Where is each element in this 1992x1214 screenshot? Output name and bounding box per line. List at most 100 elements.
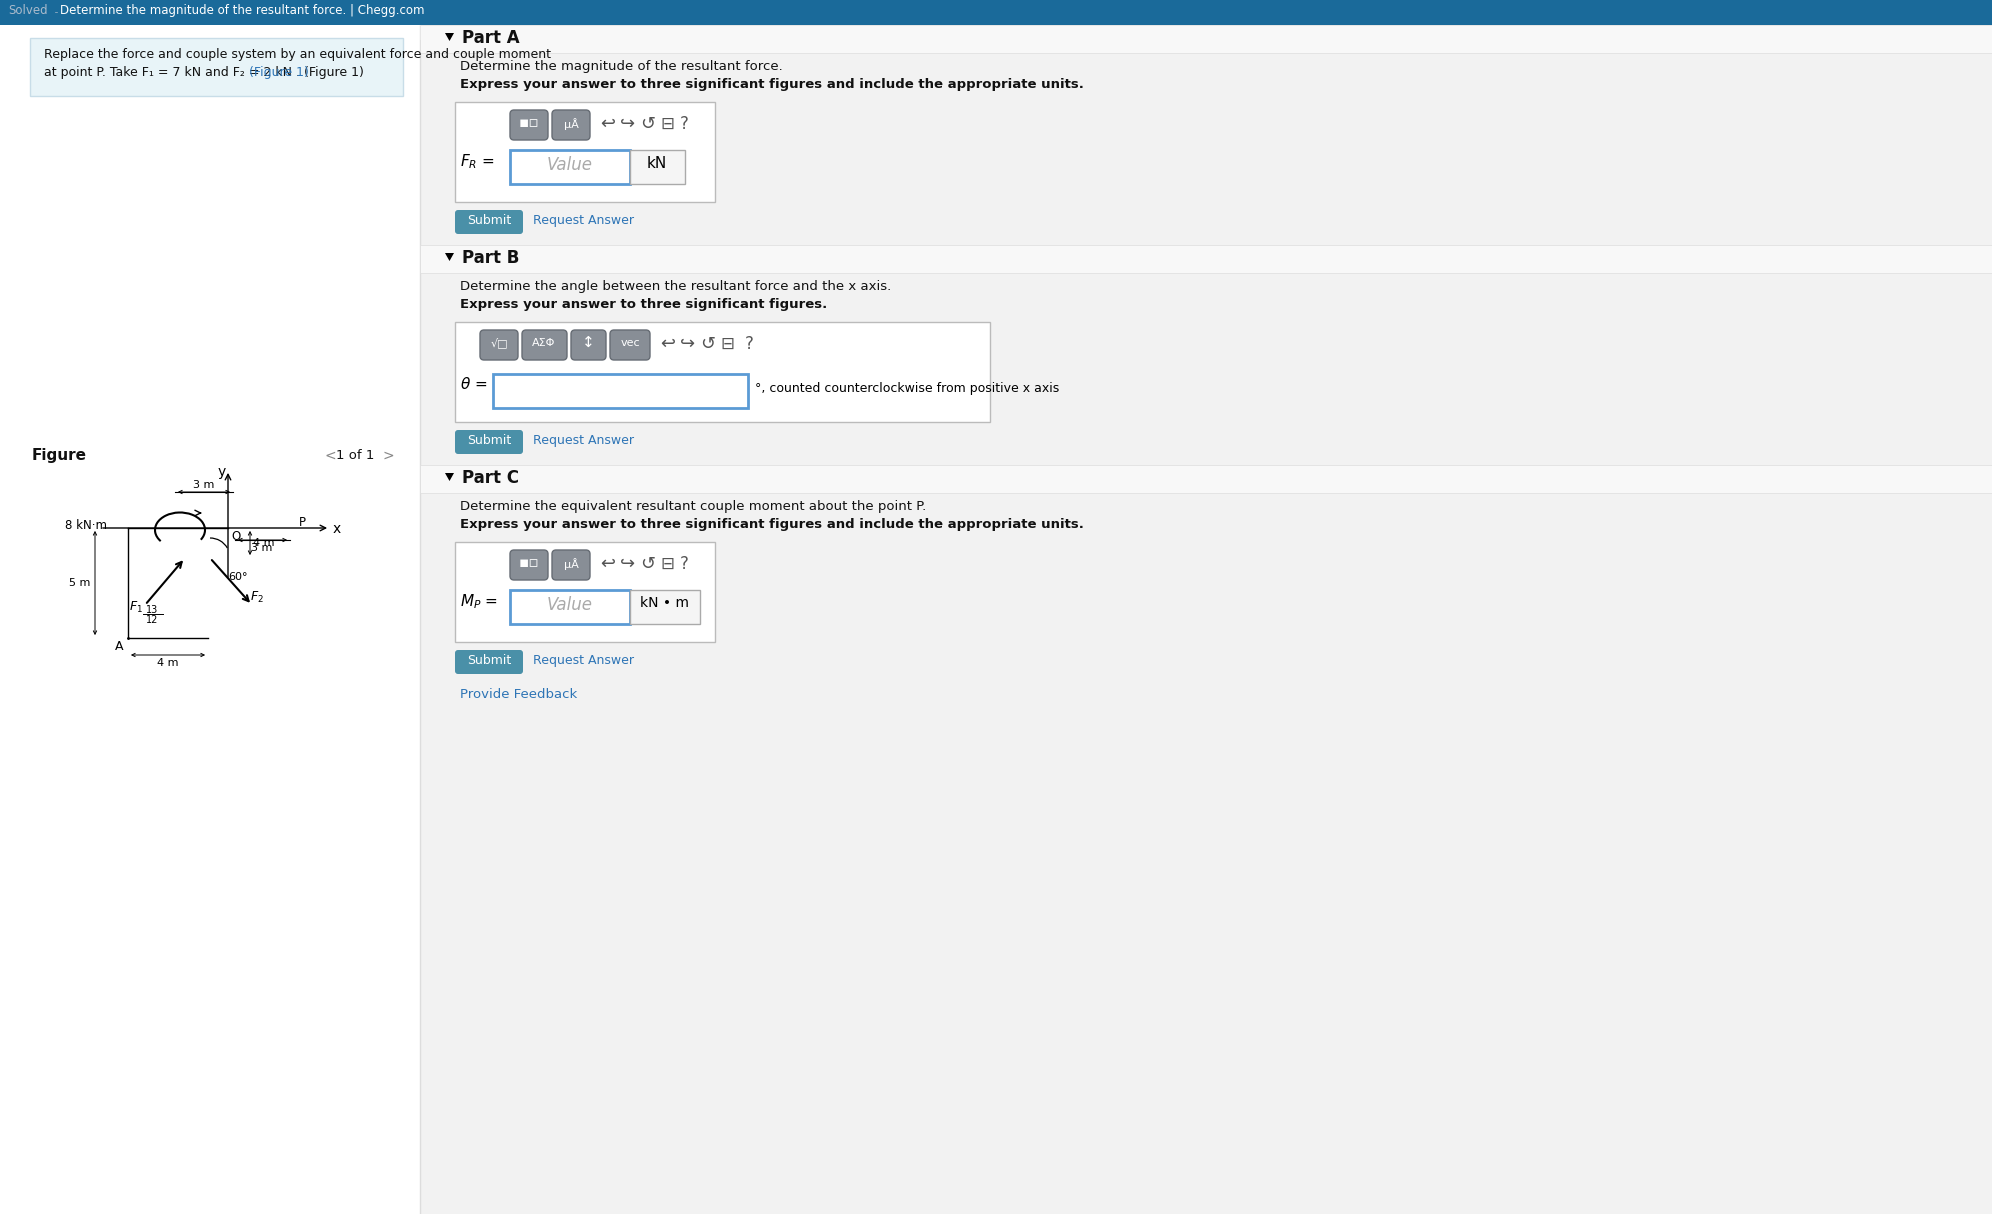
- Text: vec: vec: [620, 337, 639, 348]
- Text: Figure: Figure: [32, 448, 88, 463]
- Text: Determine the magnitude of the resultant force.: Determine the magnitude of the resultant…: [460, 59, 783, 73]
- Text: $F_R$ =: $F_R$ =: [460, 152, 494, 171]
- Text: ?: ?: [745, 335, 753, 353]
- Text: Provide Feedback: Provide Feedback: [460, 688, 578, 700]
- Text: Determine the angle between the resultant force and the x axis.: Determine the angle between the resultan…: [460, 280, 890, 293]
- Text: Determine the magnitude of the resultant force. | Chegg.com: Determine the magnitude of the resultant…: [60, 4, 424, 17]
- Text: Part C: Part C: [462, 469, 520, 487]
- Text: kN • m: kN • m: [641, 596, 689, 609]
- Text: Request Answer: Request Answer: [534, 214, 633, 227]
- Polygon shape: [444, 253, 454, 261]
- FancyBboxPatch shape: [454, 430, 524, 454]
- Text: 3 m: 3 m: [251, 543, 273, 554]
- FancyBboxPatch shape: [552, 110, 590, 140]
- Text: ↺: ↺: [639, 555, 655, 573]
- Text: $F_1$: $F_1$: [129, 600, 143, 615]
- Text: Part B: Part B: [462, 249, 520, 267]
- Text: 4 m: 4 m: [157, 658, 179, 668]
- FancyBboxPatch shape: [510, 550, 548, 580]
- Text: y: y: [217, 465, 227, 480]
- Text: Submit: Submit: [466, 214, 512, 227]
- Text: $F_2$: $F_2$: [251, 590, 263, 605]
- Text: ↺: ↺: [699, 335, 715, 353]
- Bar: [420, 245, 1992, 273]
- Text: $\theta$ =: $\theta$ =: [460, 376, 488, 392]
- Text: x: x: [333, 522, 341, 537]
- Bar: [629, 151, 685, 185]
- Bar: [420, 0, 1992, 1214]
- Text: ⊟: ⊟: [659, 555, 673, 573]
- Text: Submit: Submit: [466, 433, 512, 447]
- Bar: [454, 541, 715, 642]
- Text: 60°: 60°: [227, 572, 247, 582]
- Text: √□: √□: [490, 337, 508, 348]
- Text: Value: Value: [548, 596, 594, 614]
- Text: ⊟: ⊟: [719, 335, 733, 353]
- Bar: [0, 0, 420, 1214]
- Text: A: A: [114, 640, 124, 653]
- FancyBboxPatch shape: [522, 330, 568, 361]
- Bar: [510, 590, 629, 624]
- Text: ?: ?: [679, 555, 689, 573]
- Text: kN: kN: [647, 157, 667, 171]
- Bar: [420, 465, 1992, 493]
- Text: Request Answer: Request Answer: [534, 433, 633, 447]
- Text: ↪: ↪: [620, 115, 635, 134]
- Text: (Figure 1): (Figure 1): [249, 66, 309, 79]
- Text: Part A: Part A: [462, 29, 520, 47]
- Text: ⊟: ⊟: [659, 115, 673, 134]
- Text: 5 m: 5 m: [68, 578, 90, 588]
- Text: >: >: [382, 449, 394, 463]
- Text: 13: 13: [145, 605, 157, 615]
- Text: 4 m: 4 m: [253, 538, 275, 548]
- Text: Solved: Solved: [8, 4, 48, 17]
- FancyBboxPatch shape: [454, 210, 524, 234]
- Text: Express your answer to three significant figures.: Express your answer to three significant…: [460, 297, 827, 311]
- Text: ΑΣΦ: ΑΣΦ: [532, 337, 556, 348]
- Text: ?: ?: [679, 115, 689, 134]
- Text: 3 m: 3 m: [193, 480, 215, 490]
- FancyBboxPatch shape: [610, 330, 649, 361]
- Text: Express your answer to three significant figures and include the appropriate uni: Express your answer to three significant…: [460, 518, 1084, 531]
- Text: O: O: [231, 531, 241, 543]
- Polygon shape: [444, 473, 454, 481]
- Text: μÅ: μÅ: [564, 558, 578, 569]
- Text: ↪: ↪: [679, 335, 695, 353]
- Text: ↩: ↩: [659, 335, 675, 353]
- Text: 12: 12: [145, 615, 157, 625]
- Bar: [492, 374, 749, 408]
- Bar: [454, 102, 715, 202]
- Bar: [0, 0, 1992, 25]
- Text: Request Answer: Request Answer: [534, 654, 633, 666]
- Text: Determine the equivalent resultant couple moment about the point P.: Determine the equivalent resultant coupl…: [460, 500, 926, 514]
- Text: ↩: ↩: [600, 115, 616, 134]
- Text: ↩: ↩: [600, 555, 616, 573]
- Text: °, counted counterclockwise from positive x axis: °, counted counterclockwise from positiv…: [755, 382, 1060, 395]
- Text: ▪▫: ▪▫: [518, 555, 540, 571]
- Text: μÅ: μÅ: [564, 118, 578, 130]
- Text: ↕: ↕: [582, 335, 594, 350]
- Polygon shape: [444, 33, 454, 41]
- Bar: [629, 590, 699, 624]
- Text: <: <: [325, 449, 337, 463]
- Text: 1 of 1: 1 of 1: [337, 449, 374, 463]
- Text: at point P. Take F₁ = 7 kN and F₂ = 2 kN . (Figure 1): at point P. Take F₁ = 7 kN and F₂ = 2 kN…: [44, 66, 365, 79]
- Bar: [420, 25, 1992, 53]
- Text: Replace the force and couple system by an equivalent force and couple moment: Replace the force and couple system by a…: [44, 49, 552, 61]
- FancyBboxPatch shape: [480, 330, 518, 361]
- Text: P: P: [299, 516, 307, 529]
- FancyBboxPatch shape: [454, 649, 524, 674]
- Text: Express your answer to three significant figures and include the appropriate uni: Express your answer to three significant…: [460, 78, 1084, 91]
- FancyBboxPatch shape: [572, 330, 606, 361]
- FancyBboxPatch shape: [552, 550, 590, 580]
- Bar: [420, 25, 1992, 40]
- Text: Submit: Submit: [466, 654, 512, 666]
- Text: ↺: ↺: [639, 115, 655, 134]
- Text: ↪: ↪: [620, 555, 635, 573]
- FancyBboxPatch shape: [510, 110, 548, 140]
- Text: Value: Value: [548, 157, 594, 174]
- Bar: [30, 38, 402, 96]
- Text: ▪▫: ▪▫: [518, 115, 540, 130]
- Bar: [510, 151, 629, 185]
- Text: $M_P$ =: $M_P$ =: [460, 592, 498, 611]
